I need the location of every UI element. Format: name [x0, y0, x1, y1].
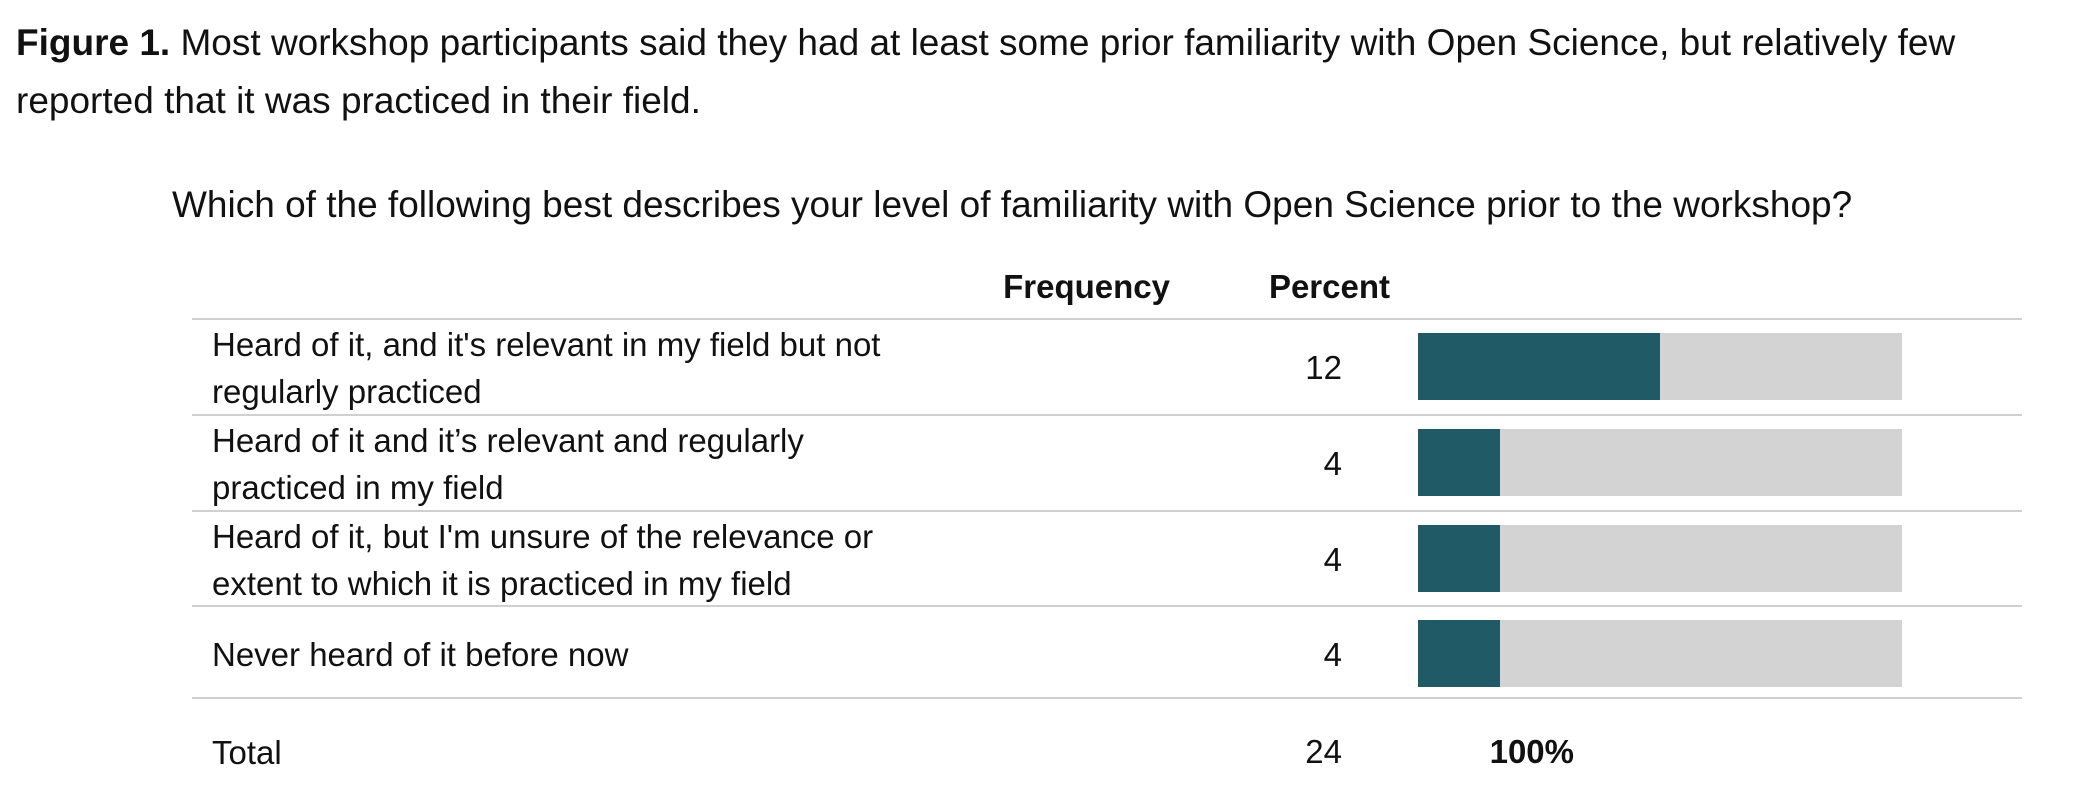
total-row: Total 24 100%: [192, 710, 2022, 794]
bar-track: [1418, 525, 1902, 592]
bar-fill: [1418, 333, 1660, 400]
chart-title: Which of the following best describes yo…: [172, 184, 1853, 225]
row-frequency: 4: [1323, 540, 1342, 578]
row-divider: [192, 605, 2022, 607]
table-row: Heard of it, but I'm unsure of the relev…: [192, 512, 2022, 607]
row-divider: [192, 414, 2022, 416]
figure-caption: Figure 1. Most workshop participants sai…: [16, 14, 2056, 130]
row-divider: [192, 697, 2022, 699]
frequency-header: Frequency: [1003, 268, 1170, 305]
percent-header: Percent: [1268, 268, 1390, 305]
bar-track: [1418, 429, 1902, 496]
row-label: Never heard of it before now: [212, 636, 629, 673]
figure-caption-text: Most workshop participants said they had…: [16, 22, 1956, 121]
row-label: Heard of it, but I'm unsure of the relev…: [212, 517, 874, 602]
bar-track: [1418, 333, 1902, 400]
row-frequency: 4: [1323, 635, 1342, 673]
row-label: Heard of it, and it's relevant in my fie…: [212, 325, 881, 410]
row-divider: [192, 510, 2022, 512]
bar-fill: [1418, 429, 1501, 496]
table-row: Heard of it, and it's relevant in my fie…: [192, 320, 2022, 415]
row-frequency: 12: [1305, 348, 1342, 386]
table-row: Never heard of it before now 4 17%: [192, 607, 2022, 702]
row-divider: [192, 318, 2022, 320]
row-label: Heard of it and it’s relevant and regula…: [212, 421, 804, 506]
total-percent: 100%: [1489, 733, 1574, 770]
bar-fill: [1418, 525, 1501, 592]
bar-fill: [1418, 620, 1501, 687]
figure-label: Figure 1.: [16, 22, 171, 63]
table-row: Heard of it and it’s relevant and regula…: [192, 416, 2022, 511]
total-label: Total: [212, 733, 282, 771]
bar-track: [1418, 620, 1902, 687]
row-frequency: 4: [1323, 444, 1342, 482]
total-frequency: 24: [1305, 733, 1342, 770]
